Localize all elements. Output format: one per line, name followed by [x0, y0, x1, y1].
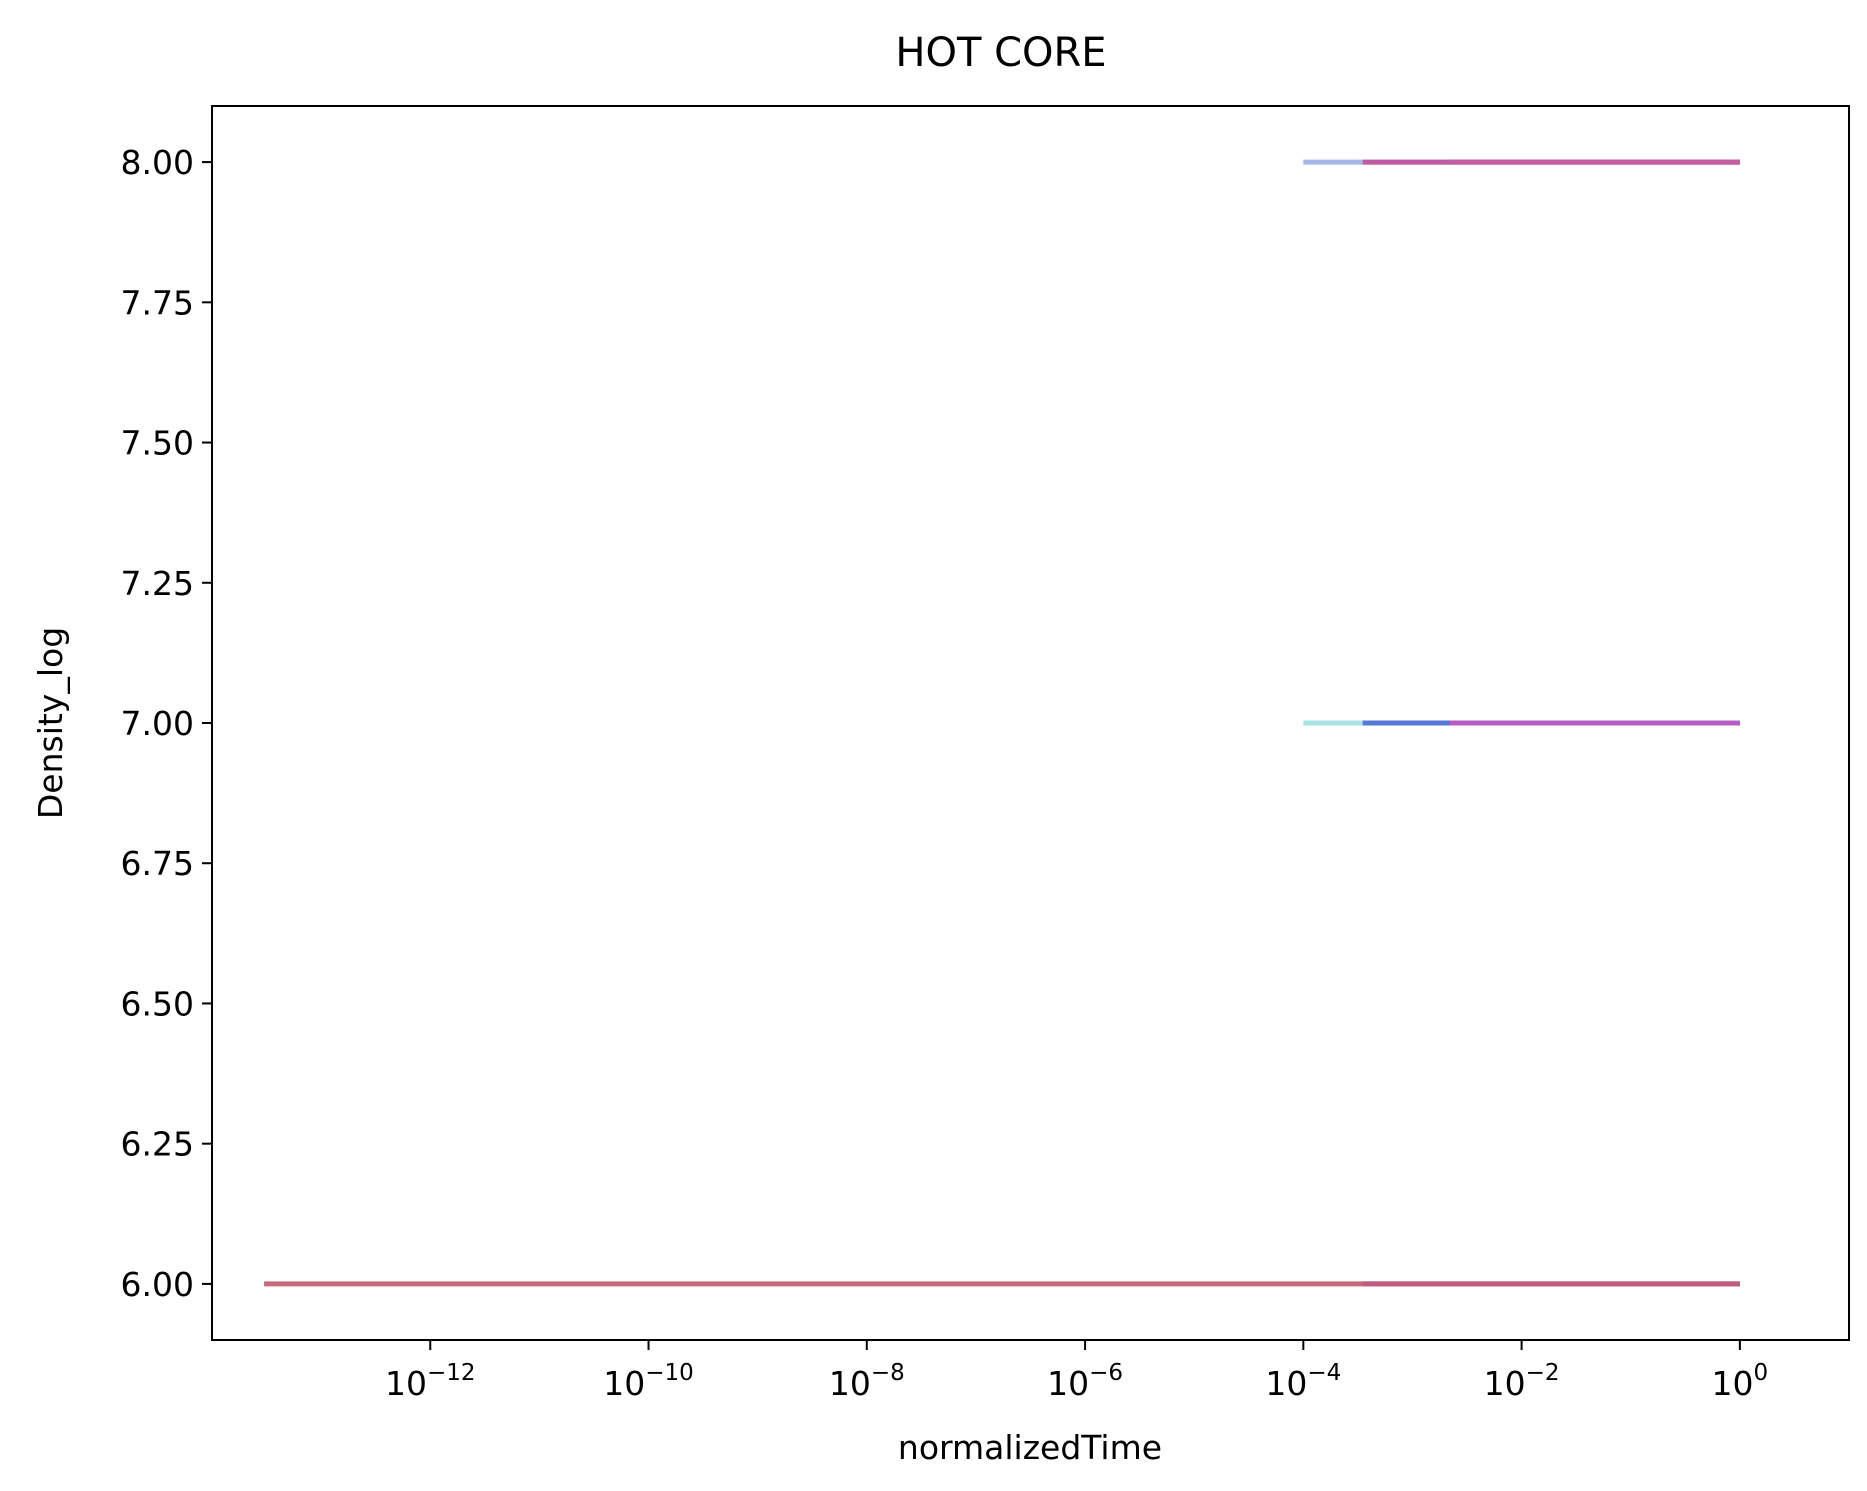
y-tick-label: 7.50 [121, 424, 194, 463]
x-tick-label: 10−8 [829, 1360, 905, 1403]
y-tick-label: 6.25 [121, 1125, 194, 1164]
x-tick-label: 10−2 [1484, 1360, 1560, 1403]
x-tick-label: 10−4 [1265, 1360, 1341, 1403]
series-layer [264, 159, 1740, 1287]
y-tick-label: 6.00 [121, 1265, 194, 1304]
y-tick-label: 6.75 [121, 844, 194, 883]
y-axis-label: Density_log [31, 627, 70, 819]
y-tick-label: 7.25 [121, 564, 194, 603]
y-tick-label: 8.00 [121, 143, 194, 182]
x-axis: 10−12 10−10 10−8 10−6 10−4 10−2 100 [385, 1340, 1768, 1403]
x-tick-label: 100 [1712, 1360, 1769, 1403]
y-tick-label: 7.75 [121, 283, 194, 322]
x-tick-label: 10−6 [1047, 1360, 1123, 1403]
y-tick-label: 6.50 [121, 984, 194, 1023]
x-tick-label: 10−10 [603, 1360, 694, 1403]
y-tick-label: 7.00 [121, 704, 194, 743]
y-axis: 6.00 6.25 6.50 6.75 7.00 7.25 7.50 7.75 8.00 [121, 143, 212, 1304]
x-tick-label: 10−12 [385, 1360, 476, 1403]
x-axis-label: normalizedTime [898, 1428, 1162, 1467]
chart-title: HOT CORE [895, 30, 1106, 76]
